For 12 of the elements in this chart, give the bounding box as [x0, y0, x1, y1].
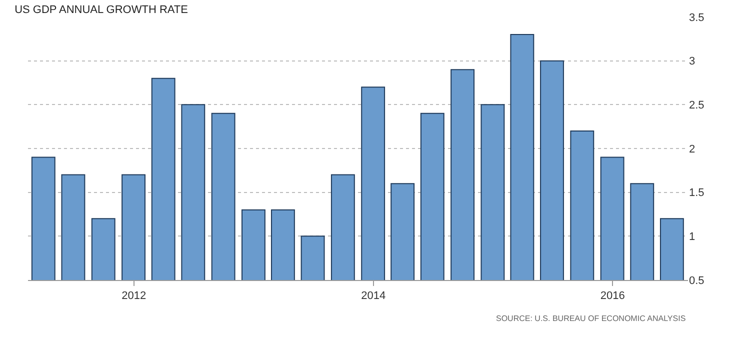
x-tick-label: 2016	[600, 290, 625, 302]
y-tick-label: 2	[689, 143, 696, 156]
y-tick-label: 1.5	[689, 187, 704, 200]
x-tick-label: 2014	[361, 290, 386, 302]
chart-title: US GDP ANNUAL GROWTH RATE	[14, 4, 188, 16]
x-tick-label: 2012	[122, 290, 146, 302]
y-tick-label: 3.5	[689, 12, 704, 24]
source-note: SOURCE: U.S. BUREAU OF ECONOMIC ANALYSIS	[496, 314, 686, 323]
y-tick-label: 2.5	[689, 100, 704, 112]
y-tick-label: 0.5	[689, 274, 704, 287]
y-tick-label: 1	[689, 231, 696, 244]
y-tick-label: 3	[689, 56, 696, 68]
